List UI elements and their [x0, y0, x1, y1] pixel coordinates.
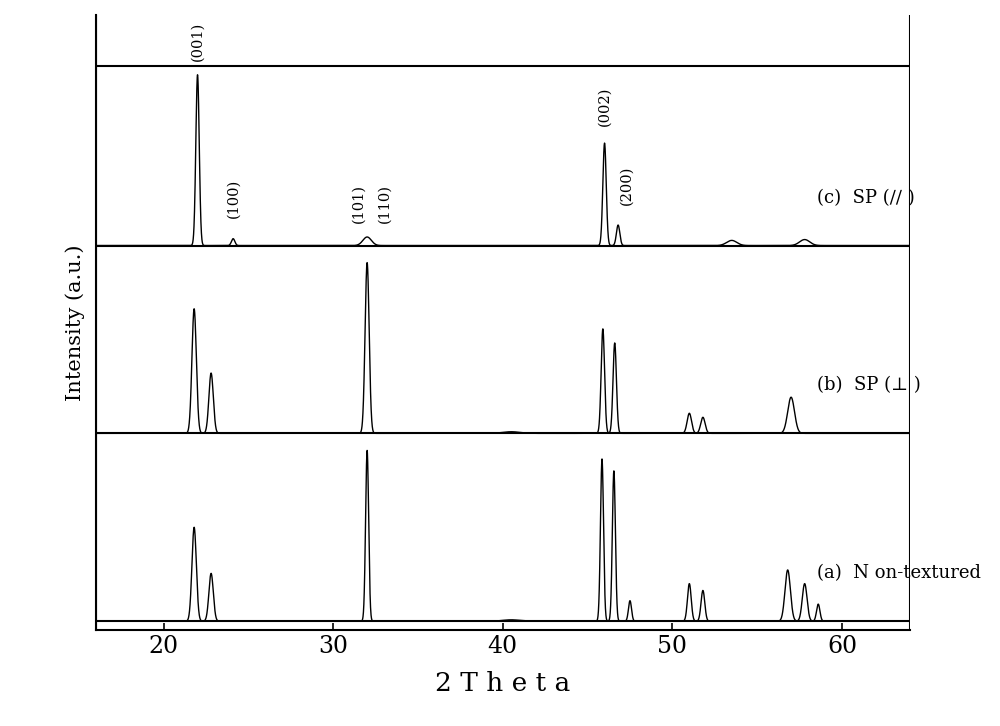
Text: (110): (110)	[377, 184, 391, 224]
Y-axis label: Intensity (a.u.): Intensity (a.u.)	[65, 244, 85, 401]
X-axis label: 2 T h e t a: 2 T h e t a	[435, 672, 570, 696]
Text: (100): (100)	[226, 179, 240, 219]
Text: (c)  SP (∕∕ ): (c) SP (∕∕ )	[817, 189, 914, 207]
Text: (101): (101)	[352, 184, 366, 224]
Text: (b)  SP (⊥ ): (b) SP (⊥ )	[817, 377, 920, 394]
Text: (a)  N on-textured: (a) N on-textured	[817, 564, 981, 582]
Text: (200): (200)	[620, 166, 634, 205]
Text: (001): (001)	[191, 22, 205, 61]
Text: (002): (002)	[598, 86, 612, 126]
